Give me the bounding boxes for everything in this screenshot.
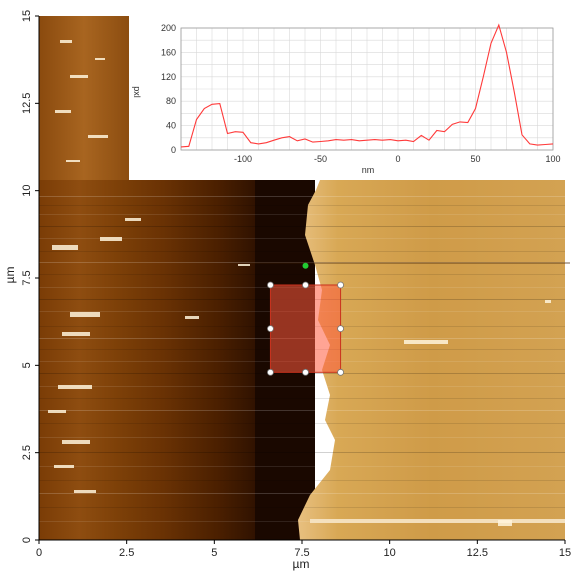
bright-spot	[70, 75, 88, 78]
bright-spot	[95, 58, 105, 60]
x-tick-label: 15	[559, 547, 571, 559]
bright-spot	[54, 465, 74, 468]
selection-handles[interactable]	[267, 281, 344, 376]
profile-line	[180, 23, 554, 148]
y-axis-label: µm	[3, 267, 17, 284]
bright-spot	[70, 312, 100, 317]
selection-area[interactable]	[269, 284, 342, 373]
scan-line	[250, 262, 570, 264]
profile-y-tick-label: 120	[161, 72, 176, 82]
bright-spot	[60, 40, 72, 43]
profile-x-tick-label: 100	[545, 154, 560, 164]
y-tick-label: 15	[21, 10, 33, 22]
scan-line	[39, 373, 565, 374]
bright-spot	[55, 110, 71, 113]
main-axes: 0 2.5 5 7.5 10 12.5 15 0 2.5 5 7.5 10 12.5 15 µm µm	[3, 10, 571, 571]
scan-line	[39, 466, 565, 467]
x-tick-label: 10	[384, 547, 396, 559]
selection-handle[interactable]	[337, 368, 344, 376]
bright-spot	[66, 160, 80, 162]
scan-line	[39, 274, 565, 275]
profile-chart-frame	[180, 27, 554, 151]
selection-handle[interactable]	[302, 368, 309, 376]
selection-handle[interactable]	[337, 281, 344, 289]
afm-image-right-terrace	[298, 180, 565, 540]
scan-line	[39, 493, 565, 494]
scan-line	[39, 507, 565, 508]
scan-line	[39, 238, 565, 239]
profile-y-axis-label: pxl	[132, 86, 142, 98]
bright-spot	[238, 264, 250, 266]
y-axis-ticks: 0 2.5 5 7.5 10 12.5 15	[21, 10, 39, 543]
y-tick-label: 5	[21, 362, 33, 368]
profile-chart-grid	[180, 27, 554, 151]
scan-line	[39, 398, 565, 399]
scan-line	[39, 205, 565, 206]
bright-spot	[74, 490, 96, 493]
profile-x-tick-label: -100	[234, 154, 252, 164]
scan-line	[39, 262, 565, 263]
scan-line	[39, 521, 565, 522]
bright-spot	[48, 410, 66, 413]
scan-line	[39, 410, 565, 411]
y-tick-label: 2.5	[21, 445, 33, 460]
y-tick-label: 7.5	[21, 270, 33, 285]
y-tick-label: 0	[21, 537, 33, 543]
profile-y-tick-label: 0	[171, 145, 176, 155]
selection-handle[interactable]	[267, 325, 274, 333]
bright-spot	[498, 520, 512, 526]
x-tick-label: 0	[36, 547, 42, 559]
x-tick-label: 7.5	[294, 547, 309, 559]
x-axis-ticks: 0 2.5 5 7.5 10 12.5 15	[36, 540, 571, 559]
bright-spot	[185, 316, 199, 319]
selection-rectangle[interactable]	[267, 281, 344, 376]
afm-image-left-terrace	[39, 180, 264, 540]
y-tick-label: 10	[21, 185, 33, 197]
scan-line	[39, 251, 565, 252]
x-axis-label: µm	[293, 557, 310, 571]
profile-x-tick-labels: -100 -50 0 50 100	[234, 154, 561, 164]
profile-y-tick-label: 160	[161, 47, 176, 57]
profile-x-tick-label: 0	[395, 154, 400, 164]
profile-x-tick-label: -50	[314, 154, 327, 164]
bright-spot	[52, 245, 78, 250]
profile-y-tick-label: 40	[166, 121, 176, 131]
profile-x-axis-label: nm	[362, 165, 375, 175]
bright-spot	[62, 332, 90, 336]
y-tick-label: 12.5	[21, 93, 33, 114]
bright-spot	[404, 340, 448, 344]
profile-y-tick-labels: 0 40 80 120 160 200	[161, 23, 176, 155]
profile-chart: -100 -50 0 50 100 0 40 80 120 160 200 nm pxl	[129, 16, 565, 180]
scan-line	[39, 480, 565, 481]
bright-spot	[62, 440, 90, 444]
afm-image-top-strip	[39, 16, 129, 186]
scan-line	[39, 196, 565, 197]
profile-chart-background	[129, 16, 565, 180]
selection-handle[interactable]	[267, 368, 274, 376]
scan-line	[39, 423, 565, 424]
x-tick-label: 2.5	[119, 547, 134, 559]
scan-line	[39, 452, 565, 453]
bright-spot	[58, 385, 92, 389]
profile-x-tick-label: 50	[470, 154, 480, 164]
selection-handle[interactable]	[302, 281, 309, 289]
bright-spot	[100, 237, 122, 241]
selection-handle[interactable]	[267, 281, 274, 289]
x-tick-label: 12.5	[467, 547, 488, 559]
scan-line	[39, 226, 565, 227]
bright-spot	[545, 300, 551, 303]
scan-line	[39, 386, 565, 387]
bright-spot	[88, 135, 108, 138]
scan-line	[39, 214, 565, 215]
selection-handle[interactable]	[337, 325, 344, 333]
profile-y-tick-label: 200	[161, 23, 176, 33]
bright-spot	[125, 218, 141, 221]
x-tick-label: 5	[211, 547, 217, 559]
scan-line	[310, 519, 565, 523]
afm-bright-spots	[48, 40, 551, 526]
profile-y-tick-label: 80	[166, 96, 176, 106]
marker-point[interactable]	[302, 262, 309, 269]
scan-line	[39, 437, 565, 438]
